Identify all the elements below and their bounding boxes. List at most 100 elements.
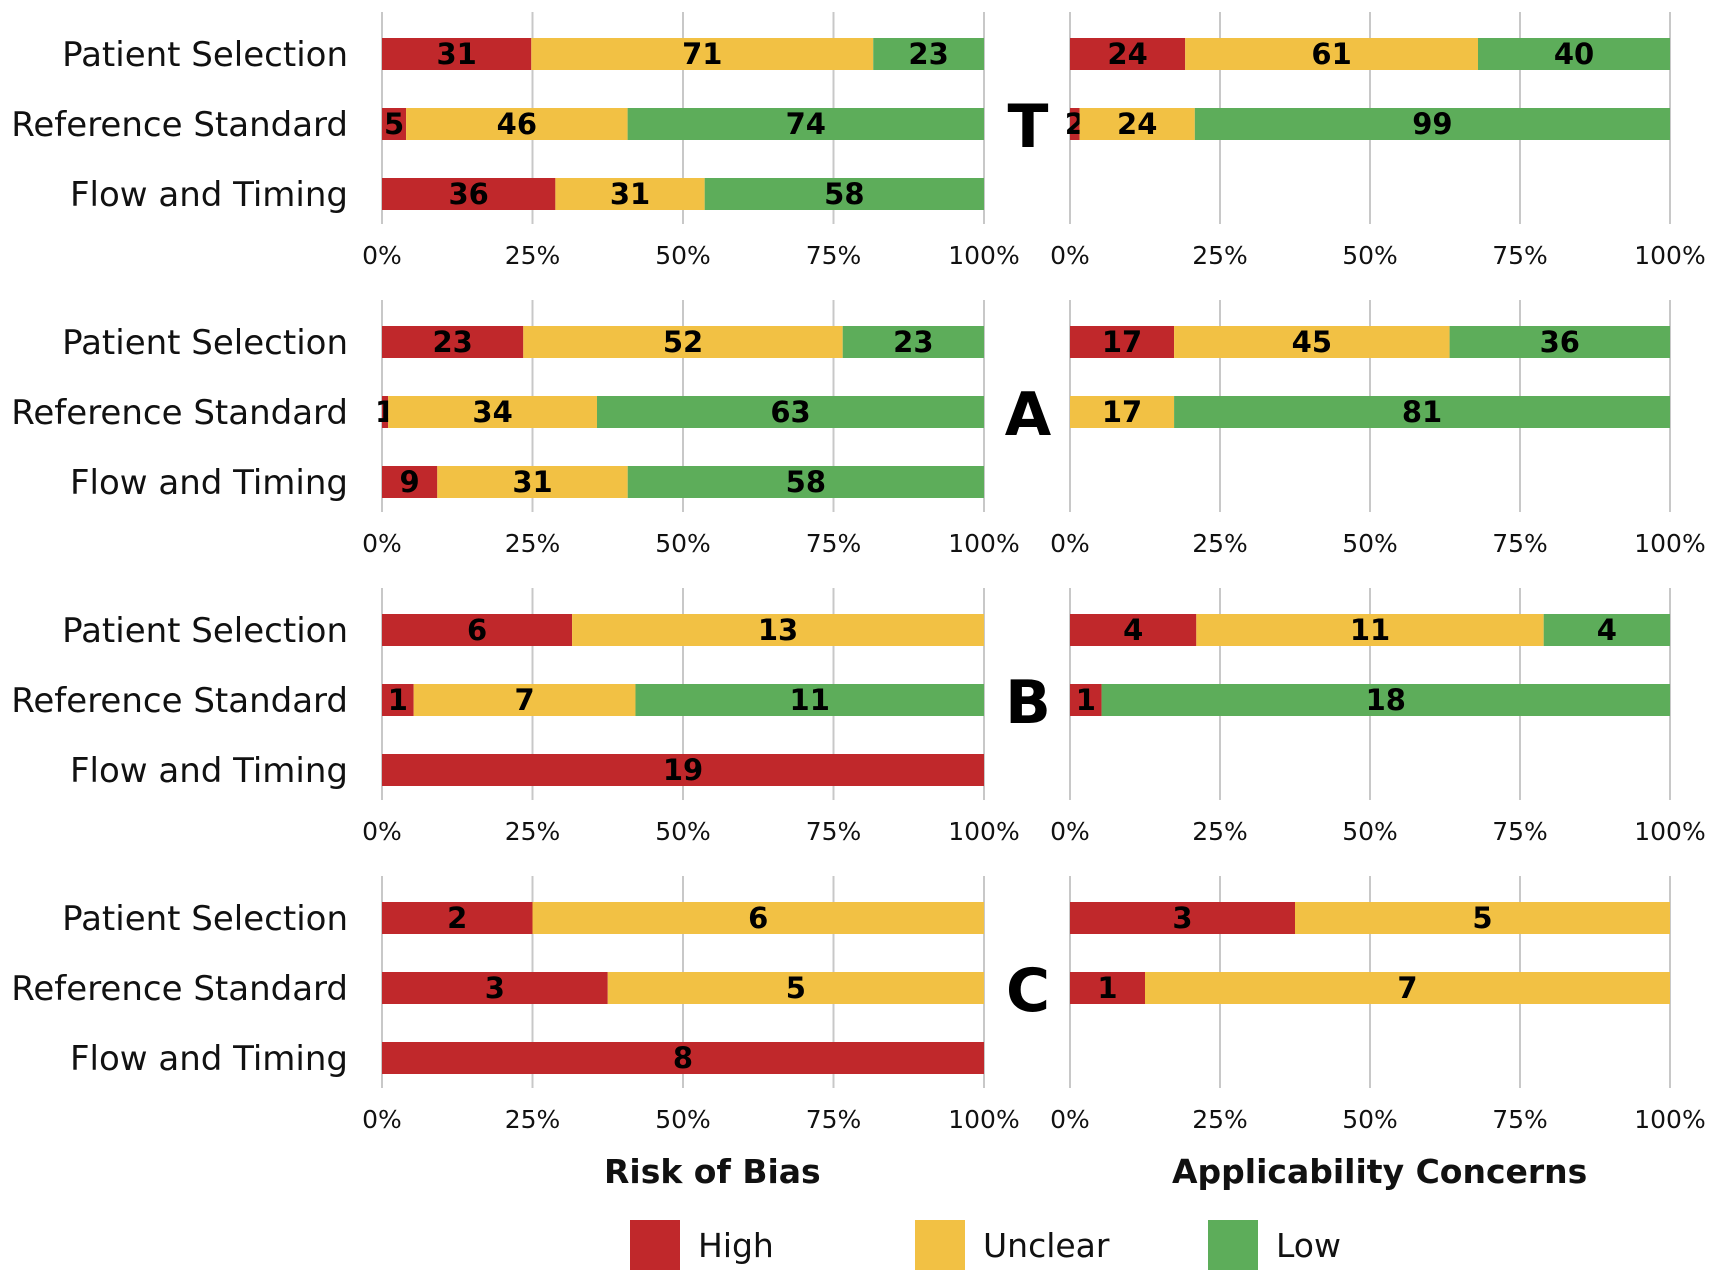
bar-segment-t-applicability-reference-standard-unclear: [1079, 108, 1195, 140]
tick-label-b-applicability-1: 25%: [1192, 817, 1248, 846]
data-label-t-applicability-reference-standard-unclear: 24: [1117, 107, 1157, 141]
tick-label-b-risk-0: 0%: [362, 817, 402, 846]
bar-segment-t-applicability-patient-selection-low: [1478, 38, 1670, 70]
panel-letter-a: A: [1005, 380, 1052, 450]
tick-label-a-applicability-0: 0%: [1050, 529, 1090, 558]
bar-segment-a-risk-reference-standard-unclear: [388, 396, 597, 428]
bar-segment-a-risk-patient-selection-low: [842, 326, 984, 358]
bar-segment-c-applicability-reference-standard-unclear: [1145, 972, 1670, 1004]
panel-letter-t: T: [1008, 92, 1049, 162]
bar-segment-t-applicability-patient-selection-unclear: [1185, 38, 1478, 70]
bar-segment-b-applicability-patient-selection-high: [1070, 614, 1197, 646]
data-label-a-risk-patient-selection-high: 23: [432, 325, 472, 359]
tick-label-t-risk-1: 25%: [505, 241, 561, 270]
category-label-t-patient-selection: Patient Selection: [62, 35, 348, 75]
tick-label-c-applicability-2: 50%: [1342, 1105, 1398, 1134]
tick-label-c-risk-3: 75%: [806, 1105, 862, 1134]
legend-label-high: High: [698, 1225, 774, 1265]
data-label-c-risk-patient-selection-high: 2: [447, 901, 467, 935]
bar-segment-c-applicability-patient-selection-high: [1070, 902, 1295, 934]
data-label-t-risk-patient-selection-unclear: 71: [682, 37, 722, 71]
tick-label-a-risk-1: 25%: [505, 529, 561, 558]
category-label-a-flow-and-timing: Flow and Timing: [70, 463, 348, 503]
data-label-t-applicability-reference-standard-low: 99: [1412, 107, 1452, 141]
data-label-t-applicability-patient-selection-high: 24: [1107, 37, 1147, 71]
category-label-c-reference-standard: Reference Standard: [11, 969, 348, 1009]
bar-segment-c-risk-reference-standard-unclear: [607, 972, 984, 1004]
data-label-t-risk-reference-standard-low: 74: [786, 107, 826, 141]
bar-segment-c-risk-reference-standard-high: [382, 972, 608, 1004]
tick-label-c-applicability-0: 0%: [1050, 1105, 1090, 1134]
data-label-c-risk-reference-standard-high: 3: [485, 971, 505, 1005]
bar-segment-a-risk-flow-and-timing-unclear: [437, 466, 628, 498]
bar-segment-b-applicability-reference-standard-high: [1070, 684, 1102, 716]
bar-segment-c-risk-flow-and-timing-high: [382, 1042, 984, 1074]
data-label-a-risk-patient-selection-unclear: 52: [663, 325, 703, 359]
data-label-b-risk-reference-standard-low: 11: [790, 683, 830, 717]
data-label-a-risk-reference-standard-unclear: 34: [472, 395, 512, 429]
bar-segment-t-risk-reference-standard-low: [627, 108, 984, 140]
category-label-b-patient-selection: Patient Selection: [62, 611, 348, 651]
bar-segment-b-applicability-patient-selection-low: [1543, 614, 1670, 646]
tick-label-a-risk-2: 50%: [655, 529, 711, 558]
data-label-a-risk-reference-standard-low: 63: [770, 395, 810, 429]
panel-letter-b: B: [1005, 668, 1051, 738]
tick-label-t-applicability-1: 25%: [1192, 241, 1248, 270]
data-label-b-applicability-reference-standard-high: 1: [1076, 683, 1096, 717]
legend-swatch-high: [630, 1220, 680, 1270]
legend-label-unclear: Unclear: [983, 1225, 1110, 1265]
legend-item-high: High: [630, 1220, 774, 1270]
tick-label-a-risk-3: 75%: [806, 529, 862, 558]
data-label-c-risk-reference-standard-unclear: 5: [786, 971, 806, 1005]
tick-label-a-applicability-2: 50%: [1342, 529, 1398, 558]
category-label-c-patient-selection: Patient Selection: [62, 899, 348, 939]
bar-segment-t-risk-flow-and-timing-low: [704, 178, 984, 210]
category-label-a-reference-standard: Reference Standard: [11, 393, 348, 433]
bar-segment-a-risk-patient-selection-high: [382, 326, 524, 358]
bar-segment-t-risk-flow-and-timing-high: [382, 178, 556, 210]
bar-segment-b-risk-patient-selection-unclear: [572, 614, 984, 646]
tick-label-a-risk-4: 100%: [948, 529, 1019, 558]
bar-segment-a-risk-flow-and-timing-low: [627, 466, 984, 498]
tick-label-a-applicability-3: 75%: [1492, 529, 1548, 558]
data-label-a-risk-flow-and-timing-low: 58: [786, 465, 826, 499]
data-label-a-risk-flow-and-timing-high: 9: [400, 465, 420, 499]
bar-segment-a-risk-patient-selection-unclear: [523, 326, 843, 358]
data-label-t-risk-flow-and-timing-high: 36: [449, 177, 489, 211]
bar-segment-c-risk-patient-selection-unclear: [532, 902, 984, 934]
tick-label-a-applicability-1: 25%: [1192, 529, 1248, 558]
tick-label-c-risk-4: 100%: [948, 1105, 1019, 1134]
bar-segment-a-applicability-patient-selection-high: [1070, 326, 1175, 358]
tick-label-c-risk-1: 25%: [505, 1105, 561, 1134]
data-label-b-risk-reference-standard-unclear: 7: [514, 683, 534, 717]
tick-label-t-risk-0: 0%: [362, 241, 402, 270]
tick-label-t-applicability-0: 0%: [1050, 241, 1090, 270]
data-label-t-risk-patient-selection-low: 23: [908, 37, 948, 71]
data-label-b-applicability-reference-standard-low: 18: [1366, 683, 1406, 717]
bar-segment-a-risk-reference-standard-high: [382, 396, 389, 428]
bar-segment-b-risk-flow-and-timing-high: [382, 754, 984, 786]
legend-item-low: Low: [1208, 1220, 1341, 1270]
category-label-t-flow-and-timing: Flow and Timing: [70, 175, 348, 215]
category-label-b-reference-standard: Reference Standard: [11, 681, 348, 721]
bar-segment-a-applicability-reference-standard-low: [1174, 396, 1670, 428]
tick-label-c-risk-2: 50%: [655, 1105, 711, 1134]
category-label-c-flow-and-timing: Flow and Timing: [70, 1039, 348, 1079]
tick-label-c-applicability-3: 75%: [1492, 1105, 1548, 1134]
category-label-a-patient-selection: Patient Selection: [62, 323, 348, 363]
tick-label-c-applicability-1: 25%: [1192, 1105, 1248, 1134]
data-label-a-applicability-reference-standard-unclear: 17: [1102, 395, 1142, 429]
bar-segment-c-applicability-reference-standard-high: [1070, 972, 1145, 1004]
tick-label-b-applicability-2: 50%: [1342, 817, 1398, 846]
data-label-a-applicability-reference-standard-low: 81: [1402, 395, 1442, 429]
data-label-c-risk-patient-selection-unclear: 6: [748, 901, 768, 935]
tick-label-b-applicability-4: 100%: [1634, 817, 1705, 846]
bar-segment-t-risk-flow-and-timing-unclear: [555, 178, 705, 210]
data-label-a-applicability-patient-selection-unclear: 45: [1292, 325, 1332, 359]
category-label-t-reference-standard: Reference Standard: [11, 105, 348, 145]
applicability-concerns-title: Applicability Concerns: [1172, 1152, 1588, 1191]
data-label-b-applicability-patient-selection-low: 4: [1597, 613, 1617, 647]
tick-label-b-risk-2: 50%: [655, 817, 711, 846]
